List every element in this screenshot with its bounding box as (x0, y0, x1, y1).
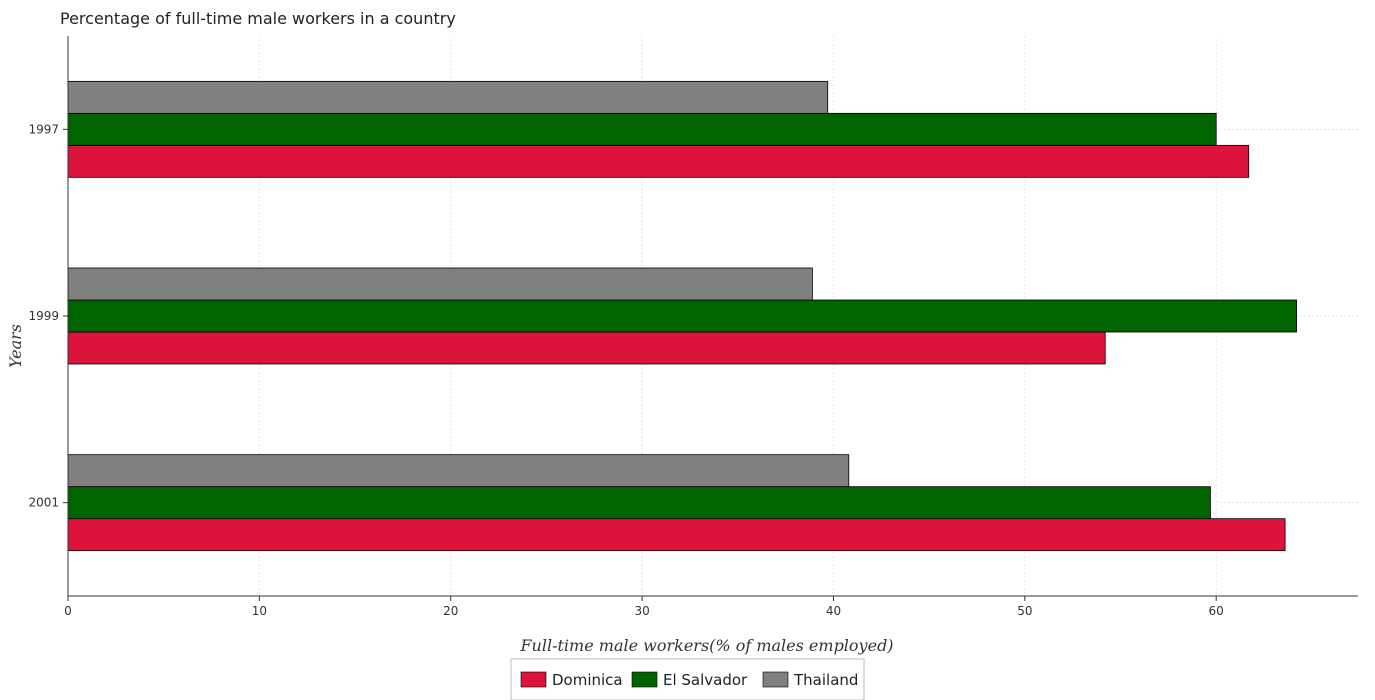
bar-el-salvador-1999 (67, 299, 1297, 333)
legend-swatch-dominica (520, 671, 547, 688)
bar-dominica-2001 (67, 518, 1286, 552)
y-tick-label: 1999 (28, 309, 59, 323)
bar-dominica-1997 (67, 144, 1250, 178)
legend-box (510, 658, 865, 700)
y-tick-label: 1997 (28, 122, 59, 136)
x-tick-label: 20 (443, 604, 458, 618)
axes: 0 10 20 30 40 50 60 1997 1999 2001 (28, 36, 1358, 618)
legend-label-dominica: Dominica (552, 671, 623, 689)
x-tick-label: 10 (252, 604, 267, 618)
bar-thailand-2001 (67, 454, 850, 488)
bars (67, 80, 1297, 552)
y-tick-label: 2001 (28, 496, 59, 510)
legend: Dominica El Salvador Thailand (510, 658, 865, 700)
y-axis-label: Years (6, 324, 25, 368)
x-tick-label: 30 (634, 604, 649, 618)
bar-el-salvador-1997 (67, 112, 1217, 146)
bar-dominica-1999 (67, 331, 1106, 365)
x-tick-label: 50 (1017, 604, 1032, 618)
bar-el-salvador-2001 (67, 486, 1211, 520)
legend-label-el-salvador: El Salvador (663, 671, 748, 689)
x-tick-label: 40 (826, 604, 841, 618)
legend-swatch-el-salvador (631, 671, 658, 688)
x-axis-label: Full-time male workers(% of males employ… (519, 636, 893, 655)
bar-thailand-1997 (67, 80, 829, 114)
x-tick-label: 60 (1209, 604, 1224, 618)
legend-swatch-thailand (762, 671, 789, 688)
bar-thailand-1999 (67, 267, 813, 301)
chart-title: Percentage of full-time male workers in … (60, 9, 456, 28)
x-tick-label: 0 (64, 604, 72, 618)
legend-label-thailand: Thailand (793, 671, 858, 689)
